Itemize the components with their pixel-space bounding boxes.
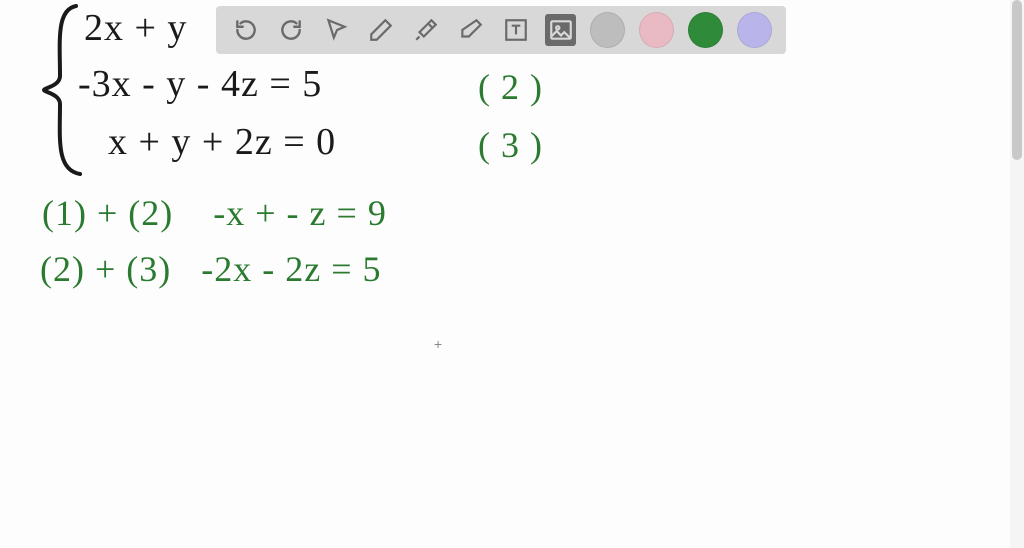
step2-label: (2) + (3) bbox=[40, 249, 171, 289]
equation-1: 2x + y bbox=[84, 6, 187, 50]
equation-2: -3x - y - 4z = 5 bbox=[78, 62, 322, 106]
step2-expr: -2x - 2z = 5 bbox=[201, 249, 381, 289]
undo-button[interactable] bbox=[230, 14, 261, 46]
redo-button[interactable] bbox=[275, 14, 306, 46]
scrollbar-thumb[interactable] bbox=[1012, 0, 1022, 160]
eraser-tool[interactable] bbox=[455, 14, 486, 46]
image-tool[interactable] bbox=[545, 14, 576, 46]
color-gray[interactable] bbox=[590, 12, 625, 48]
color-pink[interactable] bbox=[639, 12, 674, 48]
pointer-tool[interactable] bbox=[320, 14, 351, 46]
pen-tool[interactable] bbox=[365, 14, 396, 46]
cursor-mark: + bbox=[434, 336, 442, 352]
equation-3: x + y + 2z = 0 bbox=[108, 120, 336, 164]
tools-button[interactable] bbox=[410, 14, 441, 46]
annotation-toolbar bbox=[216, 6, 786, 54]
equation-2-label: ( 2 ) bbox=[478, 66, 543, 108]
equation-3-label: ( 3 ) bbox=[478, 124, 543, 166]
color-purple[interactable] bbox=[737, 12, 772, 48]
whiteboard-canvas: 2x + y -3x - y - 4z = 5 ( 2 ) x + y + 2z… bbox=[0, 0, 1006, 548]
step1-label: (1) + (2) bbox=[42, 193, 173, 233]
derived-step-2: (2) + (3) -2x - 2z = 5 bbox=[40, 248, 382, 290]
color-green[interactable] bbox=[688, 12, 723, 48]
vertical-scrollbar[interactable] bbox=[1010, 0, 1024, 548]
text-tool[interactable] bbox=[500, 14, 531, 46]
step1-expr: -x + - z = 9 bbox=[213, 193, 387, 233]
derived-step-1: (1) + (2) -x + - z = 9 bbox=[42, 192, 387, 234]
